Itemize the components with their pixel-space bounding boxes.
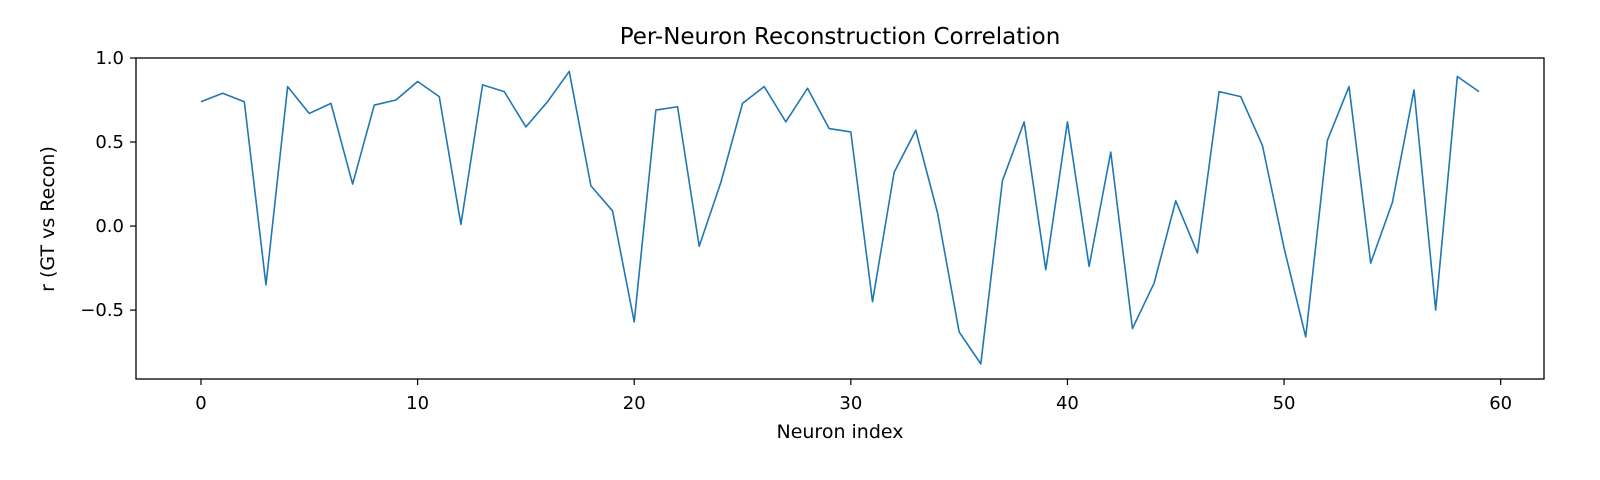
y-tick-label: 0.0	[95, 216, 124, 237]
plot-frame	[135, 57, 1545, 380]
y-tick-label: 1.0	[95, 48, 124, 69]
plot-area	[135, 57, 1545, 380]
x-tick-label: 50	[1273, 393, 1296, 414]
y-tick-label: −0.5	[80, 300, 124, 321]
x-axis-label: Neuron index	[776, 421, 903, 443]
y-axis-label: r (GT vs Recon)	[37, 146, 59, 292]
x-tick-label: 60	[1489, 393, 1512, 414]
y-axis: −0.5 0.0 0.5 1.0	[80, 48, 136, 321]
x-tick-label: 40	[1056, 393, 1079, 414]
x-tick-label: 30	[839, 393, 862, 414]
x-axis: 0 10 20 30 40 50 60	[195, 379, 1512, 414]
x-tick-label: 10	[406, 393, 429, 414]
x-tick-label: 0	[195, 393, 206, 414]
series-line	[200, 70, 1480, 365]
y-tick-label: 0.5	[95, 132, 124, 153]
x-tick-label: 20	[623, 393, 646, 414]
chart-title: Per-Neuron Reconstruction Correlation	[620, 24, 1061, 50]
